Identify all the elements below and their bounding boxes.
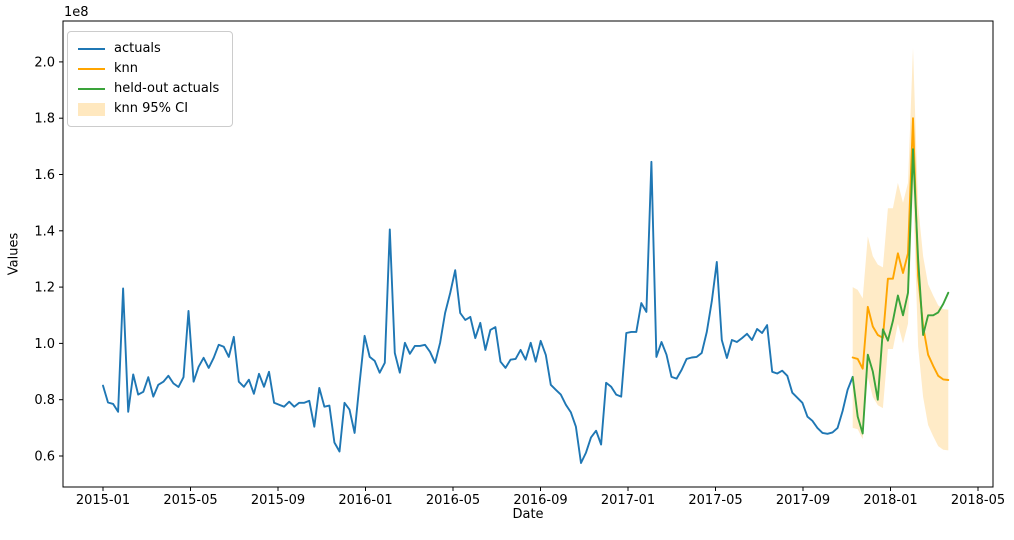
y-tick-label: 1.6 <box>34 168 55 183</box>
legend-item-label: actuals <box>114 41 161 56</box>
x-tick-label: 2016-05 <box>426 493 480 508</box>
legend-item-label: held-out actuals <box>114 81 220 96</box>
x-tick-label: 2015-01 <box>76 493 130 508</box>
x-tick-label: 2016-01 <box>338 493 392 508</box>
legend: actuals knn held-out actuals knn 95% CI <box>67 31 233 127</box>
legend-ci-patch-swatch <box>78 102 105 116</box>
ci-band <box>852 47 949 451</box>
x-tick-label: 2018-05 <box>951 493 1005 508</box>
legend-line-swatch <box>78 88 105 90</box>
y-tick-label: 1.4 <box>34 224 55 239</box>
x-axis-label: Date <box>512 507 544 522</box>
legend-item-label: knn <box>114 61 139 76</box>
y-tick-label: 0.6 <box>34 450 55 465</box>
y-axis-offset-text: 1e8 <box>64 5 89 20</box>
x-tick-label: 2015-05 <box>163 493 217 508</box>
held-out-actuals-line <box>851 148 950 435</box>
plot-area-border <box>62 20 994 488</box>
x-tick-label: 2018-01 <box>863 493 917 508</box>
legend-line-swatch <box>78 48 105 50</box>
y-tick-label: 1.2 <box>34 281 55 296</box>
legend-item: knn <box>78 59 222 79</box>
legend-item: knn 95% CI <box>78 99 222 119</box>
legend-line-swatch <box>78 68 105 70</box>
x-tick-label: 2017-09 <box>776 493 830 508</box>
y-tick-label: 1.0 <box>34 337 55 352</box>
x-tick-label: 2017-01 <box>601 493 655 508</box>
actuals-line <box>102 160 854 464</box>
y-tick-label: 1.8 <box>34 112 55 127</box>
y-tick-label: 0.8 <box>34 393 55 408</box>
legend-item-label: knn 95% CI <box>114 101 189 116</box>
y-tick-label: 2.0 <box>34 55 55 70</box>
x-tick-label: 2015-09 <box>251 493 305 508</box>
x-tick-label: 2017-05 <box>688 493 742 508</box>
legend-item: actuals <box>78 39 222 59</box>
x-tick-label: 2016-09 <box>513 493 567 508</box>
y-axis-label: Values <box>6 232 22 276</box>
knn-line <box>851 117 950 381</box>
legend-item: held-out actuals <box>78 79 222 99</box>
